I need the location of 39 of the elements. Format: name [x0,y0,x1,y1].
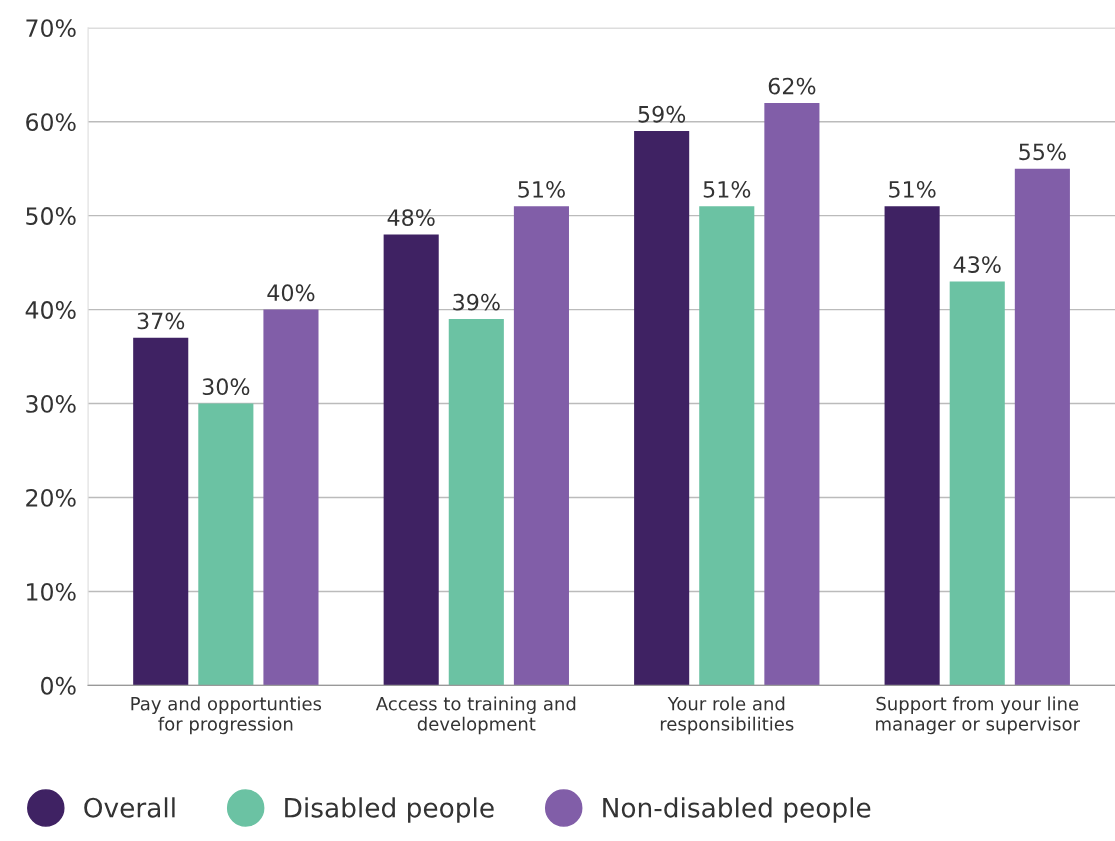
data-label: 40% [267,284,315,302]
data-label: 62% [768,77,816,95]
bar [513,206,569,686]
data-label: 30% [202,378,250,396]
bar [448,319,504,686]
data-label: 39% [453,293,500,311]
y-tick-label: 70% [26,19,76,38]
legend-label: Overall [84,797,175,818]
y-tick-label: 10% [27,582,76,601]
x-tick-label: Access to training and development [375,696,576,735]
bar [634,131,690,686]
bar [263,309,319,686]
x-tick-label: Your role and responsibilities [660,696,794,735]
bar [133,337,189,686]
data-label: 51% [518,180,565,198]
data-label: 51% [889,180,936,198]
x-tick-label: Support from your line manager or supervisor [876,696,1080,735]
legend-label: Disabled people [285,797,494,823]
data-label: 51% [703,180,751,198]
bar [699,206,755,686]
y-tick-label: 50% [26,207,76,225]
bar [198,403,254,686]
bar [1014,168,1070,686]
y-tick-label: 60% [26,113,76,132]
data-label: 43% [953,256,1001,273]
bar [949,281,1005,686]
data-label: 37% [137,312,185,330]
data-label: 48% [387,209,435,226]
bar [764,102,820,686]
legend-label: Non-disabled people [603,797,871,823]
y-tick-label: 40% [25,301,76,319]
data-label: 55% [1019,143,1066,161]
y-tick-label: 20% [26,488,76,507]
y-tick-label: 0% [41,676,76,695]
bar [884,206,940,686]
bar [383,234,439,686]
y-tick-label: 30% [26,395,76,413]
x-tick-label: Pay and opportunties for progression [131,696,322,735]
data-label: 59% [638,105,686,123]
